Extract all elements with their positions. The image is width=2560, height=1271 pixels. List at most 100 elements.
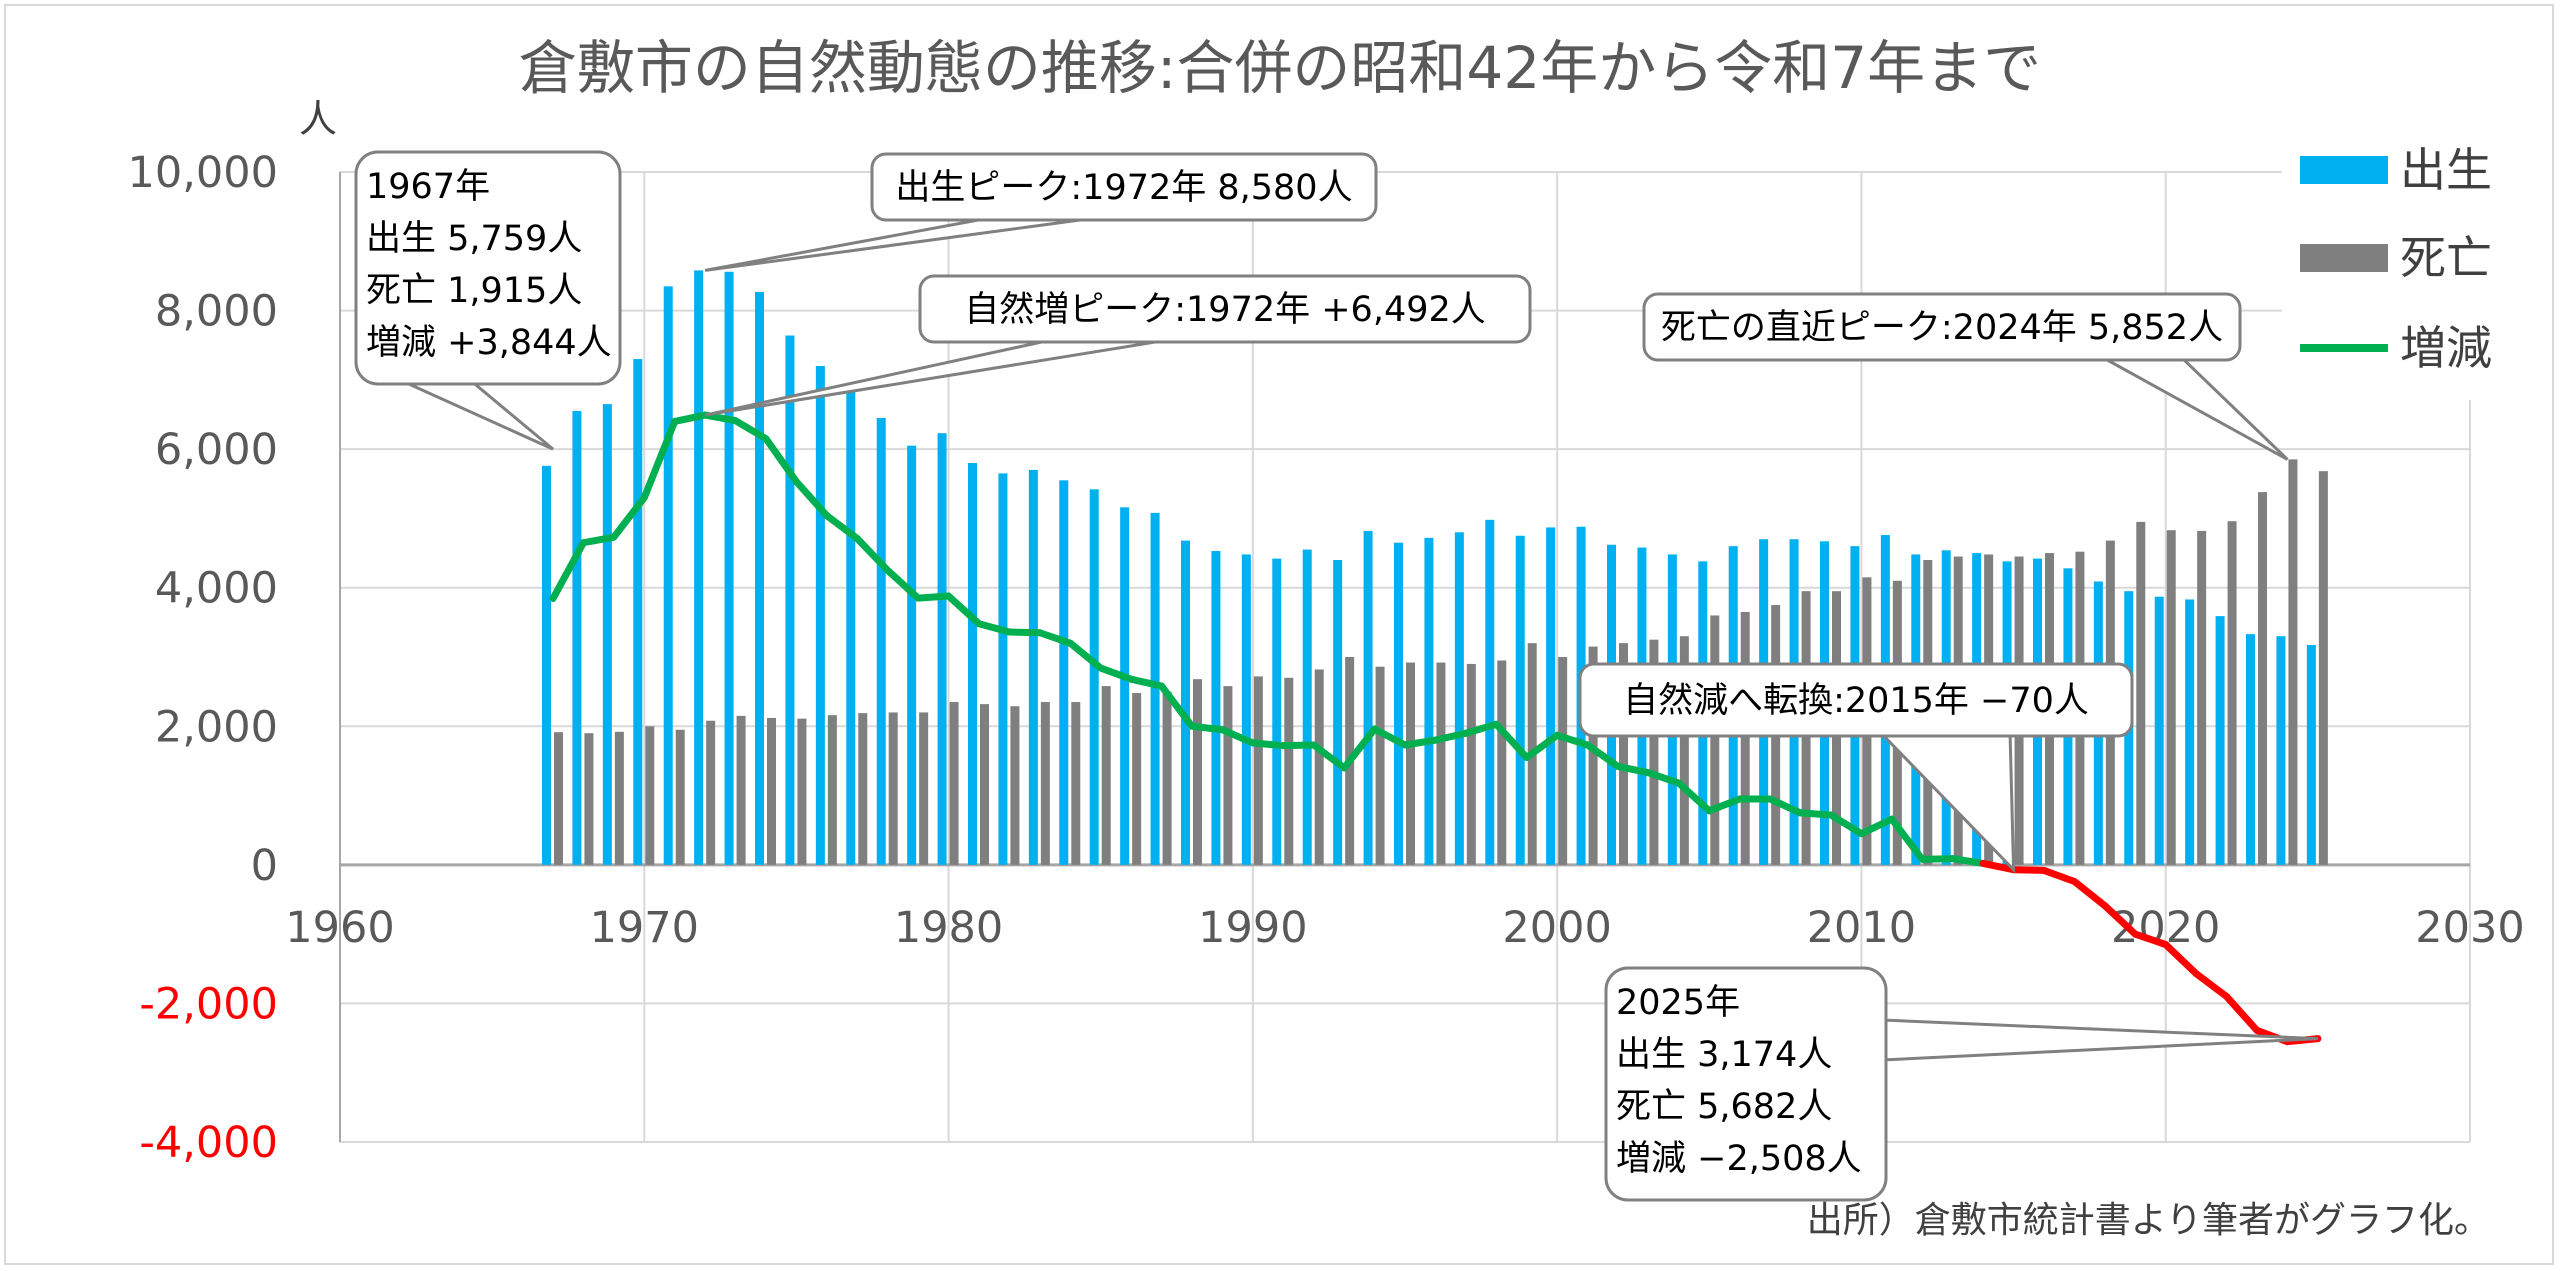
callout-fill — [1583, 667, 2129, 733]
line-segment — [2131, 930, 2170, 949]
callout-text: 1967年 — [366, 167, 490, 207]
bar-deaths — [827, 715, 837, 865]
callout-fill — [1647, 297, 2237, 357]
bar-deaths — [1223, 686, 1233, 865]
bar-births — [1302, 549, 1312, 865]
bar-deaths — [2227, 521, 2237, 865]
callout-text: 死亡 5,682人 — [1616, 1087, 1832, 1127]
legend-births-label: 出生 — [2400, 143, 2492, 197]
callout-fill — [923, 279, 1527, 339]
line-segment — [1158, 682, 1196, 730]
bar-births — [755, 291, 764, 865]
bar-births — [633, 359, 643, 865]
line-segment — [1675, 779, 1713, 815]
callout-ann-birth-peak: 出生ピーク:1972年 8,580人 — [704, 152, 1378, 272]
bar-deaths — [1649, 639, 1659, 865]
line-segment — [914, 592, 953, 602]
line-segment — [732, 417, 770, 443]
line-segment — [2040, 866, 2078, 885]
line-segment — [1857, 815, 1896, 838]
bar-deaths — [736, 715, 746, 865]
bar-births — [1515, 535, 1525, 865]
bar-deaths — [1314, 669, 1324, 865]
callout-ann-death-peak: 死亡の直近ピーク:2024年 5,852人 — [1642, 292, 2289, 461]
bar-deaths — [980, 704, 989, 865]
bar-deaths — [1497, 660, 1507, 865]
callout-ann-natural-peak: 自然増ピーク:1972年 +6,492人 — [704, 274, 1532, 417]
y-tick-label: 10,000 — [128, 148, 278, 198]
bar-deaths — [2136, 521, 2146, 865]
line-segment — [579, 533, 618, 547]
line-segment — [1614, 762, 1652, 777]
line-segment — [945, 592, 983, 628]
callout-text: 増減 +3,844人 — [366, 323, 612, 363]
line-segment — [884, 566, 922, 602]
bar-deaths — [1162, 691, 1172, 865]
bar-births — [2185, 599, 2195, 865]
bar-deaths — [1710, 615, 1720, 865]
callout-text: 2025年 — [1616, 983, 1740, 1023]
line-segment — [1371, 725, 1409, 749]
bar-births — [542, 465, 551, 865]
bar-deaths — [1558, 657, 1568, 865]
bar-deaths — [1375, 666, 1385, 865]
line-segment — [823, 512, 861, 543]
line-segment — [1066, 639, 1105, 672]
line-segment — [1431, 729, 1470, 744]
line-segment — [2010, 866, 2048, 874]
bar-births — [998, 473, 1008, 865]
x-tick-label: 1990 — [1198, 903, 1307, 953]
line-segment — [1310, 741, 1348, 772]
bar-deaths — [919, 712, 929, 865]
x-tick-label: 2010 — [1807, 903, 1916, 953]
x-tick-label: 1970 — [590, 903, 699, 953]
bar-deaths — [675, 729, 685, 865]
callout-pointer — [2099, 354, 2289, 461]
bar-births — [1089, 489, 1099, 865]
y-tick-label: 6,000 — [155, 425, 278, 475]
bar-deaths — [1466, 663, 1476, 865]
line-segment — [549, 539, 587, 603]
bar-deaths — [949, 702, 959, 865]
bar-births — [694, 270, 704, 865]
bar-births — [572, 411, 582, 865]
bar-births — [1211, 550, 1221, 865]
bar-births — [2306, 644, 2316, 865]
line-segment — [1492, 720, 1531, 761]
line-segment — [1584, 741, 1622, 770]
bar-deaths — [1010, 706, 1020, 865]
line-segment — [1127, 675, 1166, 690]
y-tick-label: 8,000 — [155, 287, 278, 337]
legend-change-label: 増減 — [2400, 321, 2492, 375]
bar-deaths — [767, 717, 776, 865]
line-segment — [2101, 902, 2139, 938]
bar-births — [1333, 560, 1343, 865]
bar-deaths — [888, 712, 898, 865]
bar-births — [1394, 542, 1403, 865]
y-tick-label: -4,000 — [139, 1118, 278, 1168]
bar-births — [2246, 634, 2255, 865]
callout-text: 死亡の直近ピーク:2024年 5,852人 — [1661, 308, 2223, 348]
callout-text: 出生 3,174人 — [1616, 1035, 1832, 1075]
bar-deaths — [706, 720, 716, 865]
line-segment — [671, 411, 709, 425]
bar-deaths — [1679, 636, 1689, 865]
line-segment — [1005, 628, 1044, 637]
bar-deaths — [2318, 471, 2328, 865]
bar-births — [1454, 532, 1464, 865]
callout-fill — [359, 155, 617, 381]
bar-births — [815, 366, 825, 865]
x-tick-label: 2000 — [1502, 903, 1611, 953]
line-segment — [610, 494, 648, 541]
line-segment — [701, 411, 740, 425]
callout-fill — [1609, 971, 1883, 1197]
bar-deaths — [1284, 677, 1294, 865]
callout-ann-switch: 自然減へ転換:2015年 −70人 — [1578, 662, 2134, 874]
bar-deaths — [1253, 676, 1263, 865]
change-line — [549, 411, 2322, 1046]
line-segment — [1888, 815, 1926, 863]
bar-deaths — [1132, 693, 1142, 865]
bar-deaths — [2197, 530, 2207, 865]
